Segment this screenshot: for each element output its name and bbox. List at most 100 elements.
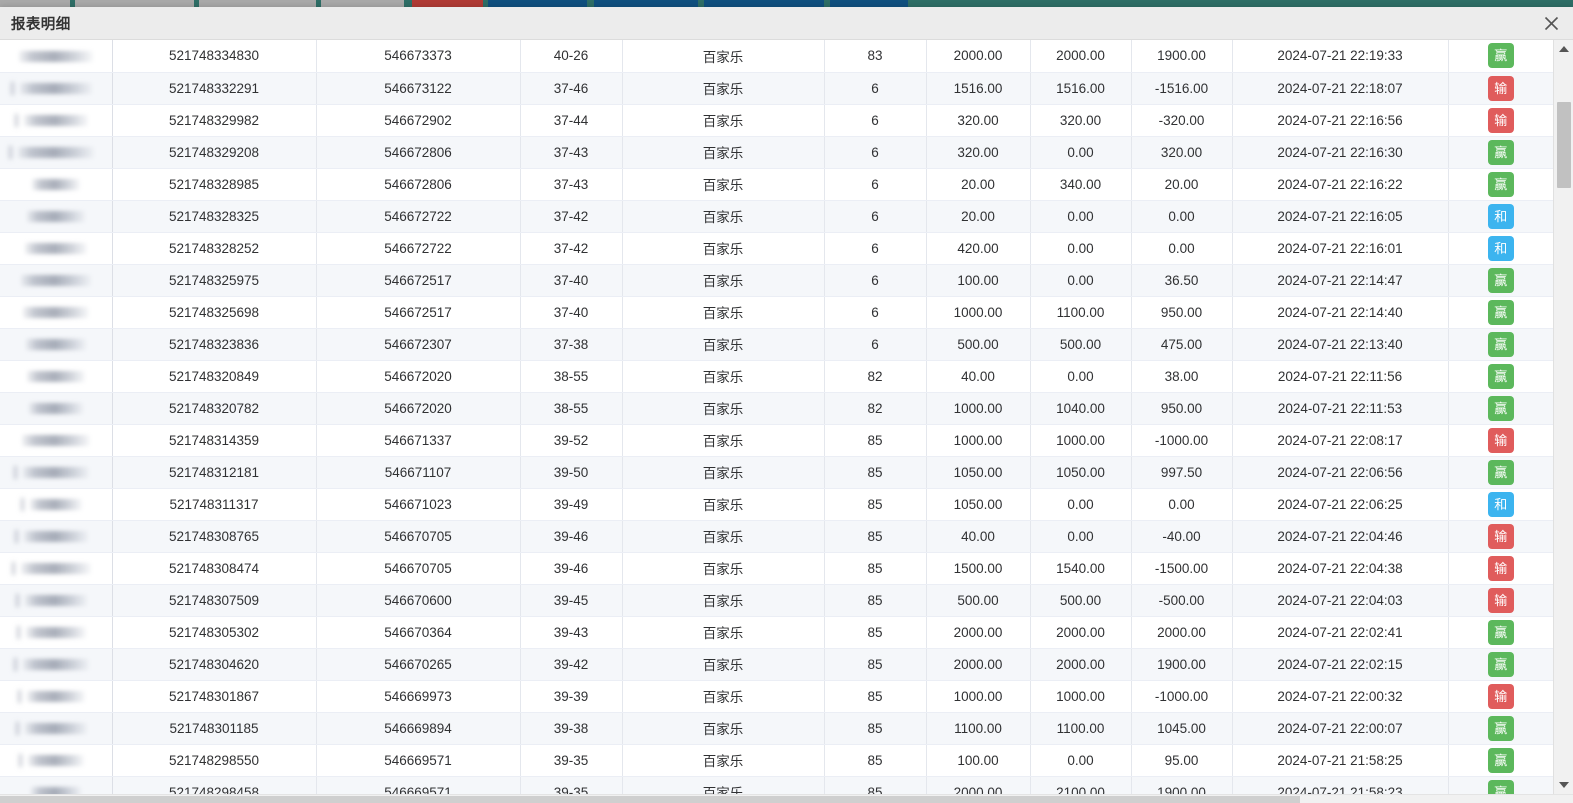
cell-valid-bet: 1000.00 [1030, 680, 1132, 713]
cell-table-shoe: 39-46 [520, 520, 623, 553]
table-row[interactable]: 521748332291 546673122 37-46 百家乐 6 1516.00 151… [0, 72, 1553, 105]
table-row[interactable]: 521748298458 546669571 39-35 百家乐 85 2000.00 21… [0, 776, 1553, 794]
cell-user-redacted [0, 168, 113, 201]
cell-table-shoe: 39-50 [520, 456, 623, 489]
status-badge: 赢 [1487, 299, 1514, 325]
cell-game-name: 百家乐 [622, 584, 825, 617]
cell-profit: 1900.00 [1131, 40, 1233, 73]
table-row[interactable]: 521748329208 546672806 37-43 百家乐 6 320.00 0.00… [0, 136, 1553, 169]
cell-user-redacted [0, 776, 113, 794]
cell-result: 输 [1448, 520, 1553, 553]
cell-order-id: 521748334830 [112, 40, 317, 73]
cell-result: 赢 [1448, 168, 1553, 201]
cell-settle-time: 2024-07-21 22:06:56 [1232, 456, 1449, 489]
cell-user-redacted [0, 424, 113, 457]
cell-game-name: 百家乐 [622, 264, 825, 297]
table-row[interactable]: 521748307509 546670600 39-45 百家乐 85 500.00 500… [0, 584, 1553, 617]
cell-table-code: 82 [824, 392, 927, 425]
cell-profit: 36.50 [1131, 264, 1233, 297]
status-badge: 赢 [1487, 395, 1514, 421]
cell-valid-bet: 1040.00 [1030, 392, 1132, 425]
cell-table-code: 85 [824, 776, 927, 794]
cell-user-redacted [0, 744, 113, 777]
table-row[interactable]: 521748305302 546670364 39-43 百家乐 85 2000.00 20… [0, 616, 1553, 649]
table-row[interactable]: 521748314359 546671337 39-52 百家乐 85 1000.00 10… [0, 424, 1553, 457]
cell-result: 赢 [1448, 456, 1553, 489]
teal-divider-2 [194, 0, 199, 7]
cell-order-id: 521748304620 [112, 648, 317, 681]
teal-divider-7 [698, 0, 704, 7]
cell-game-name: 百家乐 [622, 616, 825, 649]
cell-profit: 2000.00 [1131, 616, 1233, 649]
cell-round-id: 546672806 [316, 136, 521, 169]
table-row[interactable]: 521748301867 546669973 39-39 百家乐 85 1000.00 10… [0, 680, 1553, 713]
cell-game-name: 百家乐 [622, 392, 825, 425]
close-icon[interactable] [1538, 10, 1564, 36]
cell-bet-amount: 20.00 [926, 200, 1031, 233]
cell-game-name: 百家乐 [622, 200, 825, 233]
cell-result: 赢 [1448, 616, 1553, 649]
cell-user-redacted [0, 616, 113, 649]
redacted-username [19, 83, 92, 95]
table-row[interactable]: 521748308765 546670705 39-46 百家乐 85 40.00 0.00… [0, 520, 1553, 553]
redacted-username [24, 723, 87, 735]
scroll-down-arrow-icon[interactable] [1554, 776, 1573, 794]
table-row[interactable]: 521748329982 546672902 37-44 百家乐 6 320.00 320.… [0, 104, 1553, 137]
cell-user-redacted [0, 712, 113, 745]
table-row[interactable]: 521748328325 546672722 37-42 百家乐 6 20.00 0.00 0… [0, 200, 1553, 233]
cell-table-code: 6 [824, 296, 927, 329]
table-row[interactable]: 521748298550 546669571 39-35 百家乐 85 100.00 0.0… [0, 744, 1553, 777]
chevron-down-icon [1558, 782, 1569, 788]
status-badge: 输 [1487, 523, 1514, 549]
cell-table-shoe: 39-52 [520, 424, 623, 457]
table-row[interactable]: 521748304620 546670265 39-42 百家乐 85 2000.00 20… [0, 648, 1553, 681]
cell-user-redacted [0, 680, 113, 713]
cell-table-shoe: 40-26 [520, 40, 623, 73]
table-row[interactable]: 521748308474 546670705 39-46 百家乐 85 1500.00 15… [0, 552, 1553, 585]
table-row[interactable]: 521748301185 546669894 39-38 百家乐 85 1100.00 11… [0, 712, 1553, 745]
table-row[interactable]: 521748328252 546672722 37-42 百家乐 6 420.00 0.00… [0, 232, 1553, 265]
cell-result: 输 [1448, 72, 1553, 105]
cell-bet-amount: 1000.00 [926, 296, 1031, 329]
status-badge: 赢 [1487, 139, 1514, 165]
cell-result: 和 [1448, 232, 1553, 265]
cell-table-code: 85 [824, 456, 927, 489]
cell-user-redacted [0, 488, 113, 521]
table-row[interactable]: 521748323836 546672307 37-38 百家乐 6 500.00 500.… [0, 328, 1553, 361]
cell-round-id: 546672806 [316, 168, 521, 201]
horizontal-scrollbar[interactable] [0, 794, 1573, 803]
cell-result: 赢 [1448, 360, 1553, 393]
vertical-scrollbar[interactable] [1553, 40, 1573, 794]
table-row[interactable]: 521748320782 546672020 38-55 百家乐 82 1000.00 10… [0, 392, 1553, 425]
table-row[interactable]: 521748325698 546672517 37-40 百家乐 6 1000.00 110… [0, 296, 1553, 329]
cell-bet-amount: 500.00 [926, 328, 1031, 361]
cell-valid-bet: 1100.00 [1030, 712, 1132, 745]
table-row[interactable]: 521748328985 546672806 37-43 百家乐 6 20.00 340.0… [0, 168, 1553, 201]
cell-round-id: 546669571 [316, 776, 521, 794]
table-row[interactable]: 521748334830 546673373 40-26 百家乐 83 2000.00 20… [0, 40, 1553, 73]
vertical-scrollbar-thumb[interactable] [1557, 102, 1571, 188]
table-row[interactable]: 521748311317 546671023 39-49 百家乐 85 1050.00 0.… [0, 488, 1553, 521]
cell-bet-amount: 420.00 [926, 232, 1031, 265]
table-row[interactable]: 521748312181 546671107 39-50 百家乐 85 1050.00 10… [0, 456, 1553, 489]
cell-user-redacted [0, 552, 113, 585]
cell-round-id: 546670600 [316, 584, 521, 617]
cell-order-id: 521748305302 [112, 616, 317, 649]
cell-user-redacted [0, 392, 113, 425]
cell-settle-time: 2024-07-21 22:14:47 [1232, 264, 1449, 297]
cell-round-id: 546669571 [316, 744, 521, 777]
scroll-up-arrow-icon[interactable] [1554, 40, 1573, 58]
status-badge: 赢 [1487, 747, 1514, 773]
table-row[interactable]: 521748325975 546672517 37-40 百家乐 6 100.00 0.00… [0, 264, 1553, 297]
cell-table-code: 85 [824, 488, 927, 521]
cell-game-name: 百家乐 [622, 744, 825, 777]
cell-table-shoe: 38-55 [520, 392, 623, 425]
cell-profit: -1516.00 [1131, 72, 1233, 105]
cell-valid-bet: 1516.00 [1030, 72, 1132, 105]
horizontal-scrollbar-thumb[interactable] [0, 796, 1300, 803]
report-table-body: 521748334830 546673373 40-26 百家乐 83 2000.00 20… [0, 40, 1553, 794]
cell-bet-amount: 1000.00 [926, 392, 1031, 425]
report-table-viewport[interactable]: 521748334830 546673373 40-26 百家乐 83 2000.00 20… [0, 40, 1573, 794]
background-page-strip [0, 0, 1573, 7]
table-row[interactable]: 521748320849 546672020 38-55 百家乐 82 40.00 0.00… [0, 360, 1553, 393]
